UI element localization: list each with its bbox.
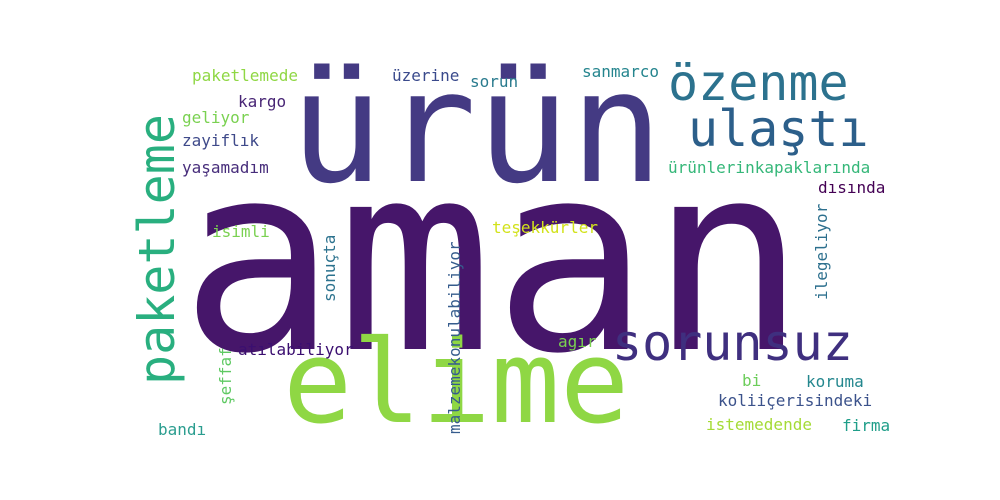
word-disinda: dısında	[818, 178, 886, 197]
word-sanmarco: sanmarco	[582, 62, 660, 81]
word-paketleme: paketleme	[128, 114, 186, 385]
word-yasamadim: yaşamadım	[182, 158, 269, 177]
word-urun: ürün	[290, 37, 664, 218]
word-urunlerinkapaklarinda: ürünlerinkapaklarında	[668, 158, 871, 177]
word-sonucta: sonuçta	[320, 234, 339, 302]
word-tesekkurler: teşekkürler	[492, 218, 598, 237]
word-firma: firma	[842, 416, 891, 435]
word-istemedende: istemedende	[706, 415, 812, 434]
word-koruma: koruma	[806, 372, 864, 391]
word-ilegeliyor: ilegeliyor	[812, 203, 831, 300]
word-atilabiliyor: atılabiliyor	[238, 340, 354, 359]
word-uzerine: üzerine	[392, 66, 460, 85]
word-sorunsuz: sorunsuz	[612, 314, 853, 372]
word-ozenme: özenme	[668, 54, 849, 112]
word-zayiflik: zayiflık	[182, 131, 260, 150]
word-geliyor: geliyor	[182, 108, 250, 127]
word-malzemekonulabiliyor: malzemekonulabiliyor	[445, 241, 464, 434]
word-bandi: bandı	[158, 420, 207, 439]
word-sorun: sorun	[470, 72, 519, 91]
word-paketlemede: paketlemede	[192, 66, 298, 85]
word-kargo: kargo	[238, 92, 287, 111]
word-bi: bi	[742, 371, 762, 390]
word-ulasti: ulaştı	[688, 100, 869, 158]
word-isimli: isimli	[212, 222, 270, 241]
word-agir: agır	[558, 332, 597, 351]
word-seffaf: şeffaf	[216, 347, 235, 405]
word-aman: aman	[180, 109, 807, 411]
word-elime: elime	[283, 316, 630, 450]
word-koliicerisindeki: koliiçerisindeki	[718, 391, 873, 410]
